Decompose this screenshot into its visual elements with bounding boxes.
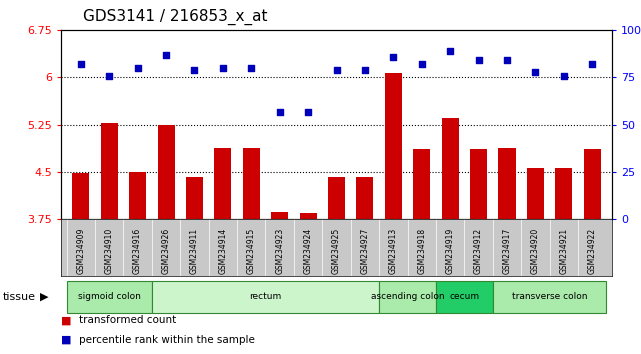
Point — [104, 73, 114, 78]
Bar — [555, 168, 572, 219]
Point — [474, 58, 484, 63]
Point — [246, 65, 256, 71]
Text: cecum: cecum — [449, 292, 479, 301]
Text: GDS3141 / 216853_x_at: GDS3141 / 216853_x_at — [83, 9, 268, 25]
Point — [388, 54, 399, 59]
Bar — [499, 148, 515, 219]
Text: GSM234925: GSM234925 — [332, 228, 341, 274]
Text: ascending colon: ascending colon — [370, 292, 444, 301]
Text: GSM234916: GSM234916 — [133, 228, 142, 274]
Bar — [493, 281, 606, 313]
Bar — [271, 212, 288, 219]
Point — [76, 61, 86, 67]
Point — [218, 65, 228, 71]
Text: GSM234913: GSM234913 — [389, 228, 398, 274]
Text: GSM234910: GSM234910 — [104, 228, 113, 274]
Bar — [413, 149, 430, 219]
Text: GSM234927: GSM234927 — [360, 228, 369, 274]
Text: GSM234924: GSM234924 — [304, 228, 313, 274]
Bar — [152, 281, 379, 313]
Bar — [72, 173, 89, 219]
Point — [502, 58, 512, 63]
Bar — [379, 281, 436, 313]
Bar — [299, 213, 317, 219]
Text: ■: ■ — [61, 335, 71, 345]
Bar — [328, 177, 345, 219]
Point — [133, 65, 143, 71]
Text: GSM234912: GSM234912 — [474, 228, 483, 274]
Point — [587, 61, 597, 67]
Text: GSM234922: GSM234922 — [588, 228, 597, 274]
Text: sigmoid colon: sigmoid colon — [78, 292, 140, 301]
Point — [360, 67, 370, 73]
Text: percentile rank within the sample: percentile rank within the sample — [79, 335, 254, 345]
Point — [274, 109, 285, 114]
Text: transverse colon: transverse colon — [512, 292, 587, 301]
Bar — [584, 149, 601, 219]
Point — [559, 73, 569, 78]
Text: GSM234911: GSM234911 — [190, 228, 199, 274]
Bar — [436, 281, 493, 313]
Text: ■: ■ — [61, 315, 71, 325]
Text: GSM234921: GSM234921 — [560, 228, 569, 274]
Bar — [158, 125, 174, 219]
Text: GSM234914: GSM234914 — [219, 228, 228, 274]
Text: GSM234923: GSM234923 — [275, 228, 284, 274]
Text: tissue: tissue — [3, 292, 36, 302]
Text: GSM234919: GSM234919 — [445, 228, 454, 274]
Bar — [67, 281, 152, 313]
Bar — [527, 168, 544, 219]
Bar — [356, 177, 374, 219]
Text: GSM234926: GSM234926 — [162, 228, 171, 274]
Point — [530, 69, 540, 75]
Point — [161, 52, 171, 58]
Bar — [101, 123, 118, 219]
Bar — [470, 149, 487, 219]
Bar — [385, 73, 402, 219]
Bar — [442, 119, 459, 219]
Text: transformed count: transformed count — [79, 315, 176, 325]
Text: GSM234909: GSM234909 — [76, 228, 85, 274]
Text: GSM234920: GSM234920 — [531, 228, 540, 274]
Text: rectum: rectum — [249, 292, 281, 301]
Point — [445, 48, 455, 54]
Text: GSM234915: GSM234915 — [247, 228, 256, 274]
Bar — [243, 148, 260, 219]
Bar — [214, 148, 231, 219]
Point — [189, 67, 199, 73]
Text: GSM234917: GSM234917 — [503, 228, 512, 274]
Point — [303, 109, 313, 114]
Point — [417, 61, 427, 67]
Point — [331, 67, 342, 73]
Text: ▶: ▶ — [40, 292, 48, 302]
Bar — [129, 172, 146, 219]
Bar — [186, 177, 203, 219]
Text: GSM234918: GSM234918 — [417, 228, 426, 274]
